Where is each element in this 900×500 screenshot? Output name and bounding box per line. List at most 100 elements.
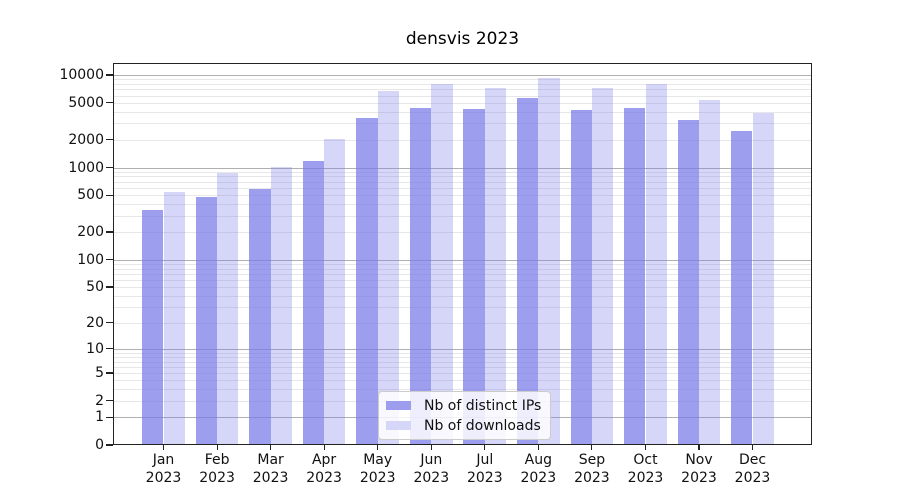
bar-downloads-dec (752, 112, 774, 445)
major-gridline (113, 259, 812, 261)
x-tick-label-apr: Apr 2023 (306, 452, 342, 487)
bar-distinct-ips-mar (249, 188, 271, 445)
minor-gridline (113, 89, 812, 91)
x-tick-label-dec: Dec 2023 (734, 452, 771, 487)
x-tick-label-jan: Jan 2023 (145, 452, 182, 487)
minor-gridline (113, 215, 812, 217)
chart-title: densvis 2023 (405, 29, 520, 49)
minor-gridline (113, 287, 812, 288)
minor-gridline (113, 380, 812, 382)
minor-gridline (113, 279, 812, 281)
minor-gridline (113, 188, 812, 189)
bar-distinct-ips-jan (142, 209, 164, 445)
bar-distinct-ips-aug (516, 98, 539, 445)
y-tick-label: 50 (86, 279, 104, 295)
x-tick-mark (751, 445, 754, 450)
y-tick-label: 500 (77, 187, 104, 204)
legend: Nb of distinct IPs Nb of downloads (378, 391, 552, 440)
x-tick-label-mar: Mar 2023 (252, 452, 289, 487)
major-gridline (113, 75, 812, 76)
major-gridline (113, 348, 812, 350)
x-tick-mark (216, 445, 218, 450)
minor-gridline (113, 263, 812, 265)
bar-distinct-ips-jun (409, 108, 432, 445)
minor-gridline (113, 361, 812, 363)
bar-downloads-nov (699, 99, 721, 445)
minor-gridline (113, 102, 812, 104)
bar-distinct-ips-apr (302, 160, 325, 445)
minor-gridline (113, 79, 812, 81)
y-tick-mark (106, 372, 113, 374)
y-tick-label: 10 (86, 340, 104, 357)
x-tick-label-nov: Nov 2023 (681, 452, 717, 487)
y-tick-label: 0 (95, 437, 104, 453)
x-tick-mark (698, 445, 700, 450)
legend-swatch-downloads (386, 421, 411, 430)
x-tick-label-jun: Jun 2023 (413, 452, 450, 487)
y-tick-mark (106, 322, 113, 324)
legend-label-downloads: Nb of downloads (424, 417, 541, 434)
minor-gridline (113, 322, 812, 324)
minor-gridline (113, 366, 812, 368)
bar-distinct-ips-may (356, 117, 378, 445)
bar-downloads-mar (270, 166, 292, 445)
bar-downloads-jun (431, 84, 453, 445)
y-tick-mark (106, 286, 113, 288)
bar-distinct-ips-sep (570, 109, 592, 445)
minor-gridline (113, 95, 812, 97)
bar-downloads-jan (163, 191, 185, 445)
minor-gridline (113, 204, 812, 206)
bar-downloads-apr (324, 139, 346, 445)
y-tick-mark (106, 444, 113, 446)
minor-gridline (113, 232, 812, 233)
y-tick-mark (106, 400, 113, 402)
bar-downloads-may (377, 90, 400, 445)
y-tick-mark (106, 348, 113, 350)
x-tick-mark (162, 445, 165, 450)
minor-gridline (113, 84, 812, 85)
bar-distinct-ips-feb (195, 196, 218, 445)
y-tick-mark (106, 194, 113, 196)
y-tick-mark (106, 231, 113, 233)
y-tick-mark (106, 102, 113, 104)
minor-gridline (113, 356, 812, 358)
y-tick-label: 5000 (68, 94, 104, 111)
y-tick-label: 100 (77, 251, 104, 268)
bar-downloads-sep (591, 87, 614, 445)
minor-gridline (113, 111, 812, 113)
x-tick-mark (644, 445, 647, 450)
minor-gridline (113, 195, 812, 197)
x-tick-label-jul: Jul 2023 (466, 452, 503, 487)
y-tick-label: 20 (86, 314, 104, 331)
minor-gridline (113, 123, 812, 125)
minor-gridline (113, 181, 812, 183)
minor-gridline (113, 268, 812, 270)
y-tick-mark (106, 166, 113, 169)
minor-gridline (113, 176, 812, 178)
y-tick-label: 2000 (68, 131, 104, 148)
minor-gridline (113, 373, 812, 374)
bar-distinct-ips-dec (731, 130, 753, 445)
y-tick-mark (106, 139, 113, 141)
x-tick-mark (537, 445, 539, 450)
x-tick-mark (484, 445, 486, 450)
x-tick-label-aug: Aug 2023 (520, 452, 557, 487)
x-tick-mark (323, 445, 325, 450)
x-tick-mark (591, 445, 593, 450)
y-tick-label: 10000 (59, 67, 104, 83)
x-tick-label-sep: Sep 2023 (574, 452, 610, 487)
x-tick-mark (430, 445, 432, 450)
y-tick-label: 1000 (68, 159, 104, 176)
bar-distinct-ips-jul (463, 108, 485, 445)
y-tick-mark (106, 259, 113, 261)
x-tick-mark (377, 445, 379, 450)
y-tick-mark (106, 416, 113, 418)
y-tick-label: 2 (95, 392, 104, 409)
y-tick-mark (106, 74, 113, 76)
bar-distinct-ips-nov (677, 119, 699, 445)
minor-gridline (113, 171, 812, 173)
x-tick-label-may: May 2023 (359, 452, 396, 487)
legend-label-distinct-ips: Nb of distinct IPs (424, 397, 542, 414)
